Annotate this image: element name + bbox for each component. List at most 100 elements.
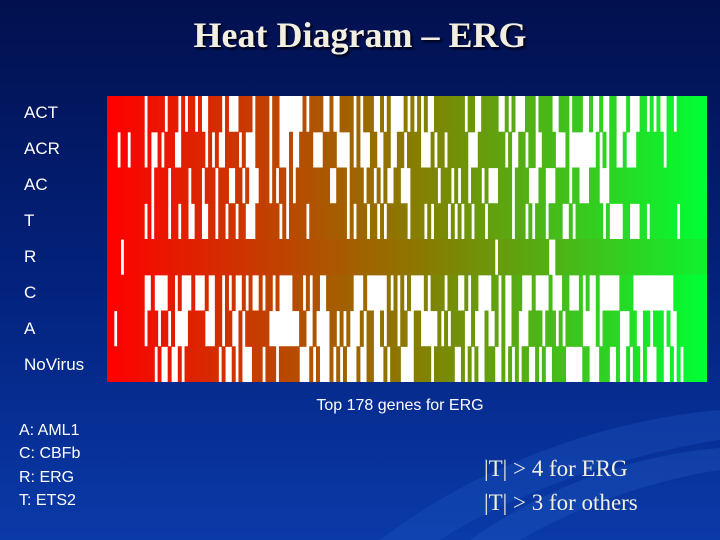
heat-cell: [467, 96, 472, 133]
heat-cell: [572, 310, 577, 347]
heat-cell: [676, 167, 681, 204]
heat-cell: [218, 239, 223, 276]
heat-cell: [194, 310, 199, 347]
heat-cell: [703, 203, 707, 240]
heat-cell: [565, 131, 570, 169]
heat-cell: [696, 274, 701, 312]
heat-cell: [471, 239, 476, 276]
heat-row-c: [107, 274, 707, 312]
heat-cell: [612, 131, 617, 169]
heat-cell: [471, 310, 476, 347]
heat-cell: [315, 274, 320, 312]
heat-cell: [150, 96, 155, 133]
heat-cell: [417, 310, 422, 347]
heat-cell: [518, 239, 523, 276]
heat-cell: [282, 167, 287, 204]
heat-cell: [619, 274, 624, 312]
heat-cell: [518, 131, 523, 169]
heat-cell: [521, 167, 526, 204]
heat-cell: [528, 239, 533, 276]
heat-cell: [481, 131, 486, 169]
heat-cell: [238, 203, 243, 240]
heat-cell: [255, 96, 260, 133]
heat-cell: [393, 203, 398, 240]
heat-cell: [117, 203, 122, 240]
heat-cell: [683, 310, 688, 347]
heat-cell: [201, 346, 206, 382]
heat-cell: [262, 310, 267, 347]
heat-cell: [127, 239, 132, 276]
heat-diagram-canvas: [107, 96, 707, 382]
heat-cell: [353, 167, 358, 204]
heat-cell: [309, 96, 314, 133]
heat-cell: [538, 203, 543, 240]
heat-cell: [309, 203, 314, 240]
heat-cell: [447, 96, 452, 133]
heat-cell: [558, 239, 563, 276]
heat-cell: [171, 203, 176, 240]
heat-cell: [211, 239, 216, 276]
heat-cell: [457, 310, 462, 347]
heat-cell: [578, 203, 583, 240]
heat-cell: [548, 203, 553, 240]
heat-cell: [551, 203, 556, 240]
heat-cell: [144, 239, 149, 276]
heat-cell: [430, 167, 435, 204]
heat-cell: [504, 167, 509, 204]
heat-cell: [457, 96, 462, 133]
heat-cell: [599, 346, 604, 382]
heat-cell: [558, 203, 563, 240]
heat-cell: [582, 203, 587, 240]
heat-cell: [332, 131, 337, 169]
heat-cell: [356, 346, 361, 382]
heat-row-ac: [107, 167, 707, 204]
heat-cell: [568, 203, 573, 240]
heat-cell: [302, 310, 307, 347]
heat-cell: [504, 96, 509, 133]
heat-cell: [696, 310, 701, 347]
heat-cell: [187, 346, 192, 382]
heat-cell: [312, 203, 317, 240]
heat-cell: [541, 167, 546, 204]
heat-cell: [305, 167, 310, 204]
heat-cell: [578, 274, 583, 312]
heat-cell: [615, 239, 620, 276]
heat-cell: [440, 167, 445, 204]
heat-cell: [221, 346, 226, 382]
heat-cell: [221, 203, 226, 240]
heat-cell: [447, 167, 452, 204]
heat-cell: [481, 239, 486, 276]
heat-cell: [484, 310, 489, 347]
heat-cell: [315, 96, 320, 133]
heat-cell: [181, 167, 186, 204]
heat-cell: [626, 274, 631, 312]
heat-cell: [642, 167, 647, 204]
heat-cell: [113, 239, 118, 276]
heat-cell: [336, 274, 341, 312]
heat-cell: [342, 203, 347, 240]
heat-cell: [177, 346, 182, 382]
heat-cell: [342, 239, 347, 276]
heat-cell: [683, 96, 688, 133]
heat-cell: [642, 203, 647, 240]
heat-cell: [390, 346, 395, 382]
heat-cell: [430, 239, 435, 276]
heat-cell: [147, 239, 152, 276]
heat-cell: [238, 96, 243, 133]
heat-cell: [191, 131, 196, 169]
heat-cell: [174, 96, 179, 133]
heat-cell: [700, 346, 705, 382]
heat-cell: [427, 239, 432, 276]
heat-cell: [541, 346, 546, 382]
heat-cell: [690, 274, 695, 312]
heat-cell: [595, 239, 600, 276]
heat-cell: [167, 239, 172, 276]
heat-cell: [690, 131, 695, 169]
heat-cell: [609, 310, 614, 347]
heat-cell: [174, 203, 179, 240]
heat-cell: [693, 203, 698, 240]
heat-cell: [251, 346, 256, 382]
heat-cell: [444, 96, 449, 133]
heat-cell: [410, 96, 415, 133]
heat-cell: [484, 346, 489, 382]
